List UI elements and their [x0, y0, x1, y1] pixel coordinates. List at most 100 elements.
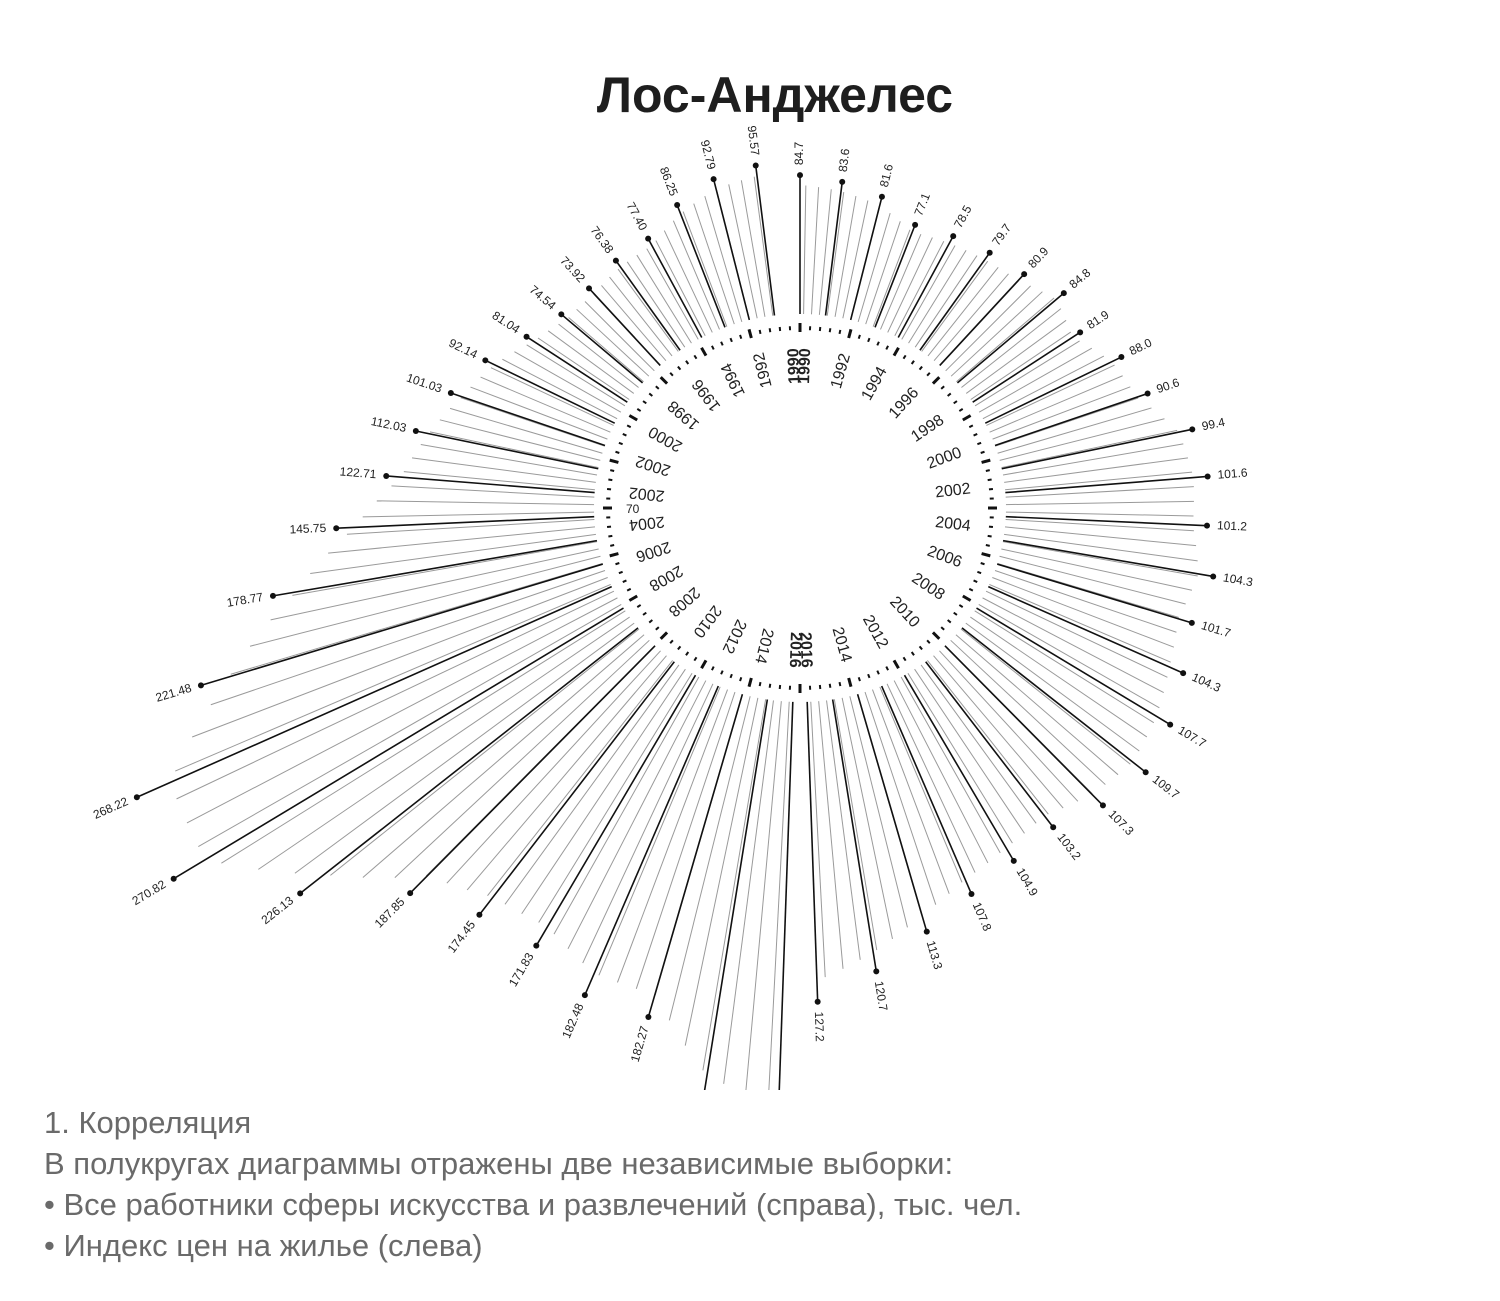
ring-tick: [618, 441, 623, 446]
ring-tick: [677, 645, 682, 651]
background-spoke: [1001, 429, 1178, 469]
left-value-label-13: 178.77: [226, 590, 265, 610]
ring-tick: [729, 673, 733, 679]
background-spoke: [230, 562, 603, 675]
ring-tick: [910, 651, 915, 656]
left-bar-12: [336, 515, 595, 529]
background-spoke: [429, 431, 599, 469]
left-bar-dot-16: [170, 875, 177, 882]
left-bar-6: [560, 313, 644, 384]
left-year-label-9: 2006: [634, 538, 673, 565]
ring-tick: [918, 365, 923, 371]
ring-tick: [968, 587, 974, 592]
right-bar-6: [939, 273, 1025, 367]
background-spoke: [567, 680, 707, 950]
ring-tick: [747, 328, 753, 339]
ring-tick: [985, 544, 990, 547]
right-bar-dot-11: [1189, 426, 1196, 433]
background-spoke: [668, 696, 751, 1021]
background-spoke: [693, 203, 735, 325]
left-bar-8: [484, 359, 616, 424]
right-bar-dot-6: [1021, 271, 1028, 278]
ring-tick: [768, 683, 772, 688]
background-spoke: [176, 590, 615, 800]
background-spoke: [376, 500, 595, 506]
right-year-label-9: 2008: [909, 570, 948, 604]
ring-tick: [892, 659, 900, 669]
left-bar-4: [615, 260, 681, 351]
right-bar-dot-16: [1180, 670, 1187, 677]
right-bar-20: [925, 661, 1054, 828]
right-value-label-8: 81.9: [1084, 307, 1111, 332]
ring-tick: [711, 345, 715, 350]
left-bar-dot-14: [197, 682, 204, 689]
ring-tick: [608, 478, 613, 482]
background-spoke: [900, 676, 1001, 854]
ring-tick: [747, 677, 753, 688]
right-value-label-2: 81.6: [877, 162, 896, 188]
ring-tick: [977, 441, 982, 446]
ring-tick: [648, 392, 653, 397]
background-spoke: [818, 189, 832, 315]
left-value-label-9: 101.03: [405, 371, 445, 396]
background-spoke: [803, 185, 807, 315]
background-spoke: [330, 628, 640, 876]
description: 1. Корреляция В полукругах диаграммы отр…: [44, 1102, 1022, 1266]
background-spoke: [538, 672, 693, 923]
background-spoke: [420, 444, 598, 476]
background-spoke: [616, 689, 728, 983]
left-bar-dot-6: [558, 311, 565, 318]
ring-tick: [720, 341, 724, 346]
left-bar-10: [415, 430, 599, 470]
background-spoke: [997, 407, 1152, 454]
background-spoke: [999, 418, 1165, 461]
ring-tick: [926, 639, 931, 644]
ring-tick: [608, 534, 613, 538]
background-spoke: [974, 340, 1080, 407]
right-bar-25: [806, 701, 819, 1002]
background-spoke: [961, 308, 1062, 388]
background-spoke: [635, 691, 736, 989]
right-bar-dot-21: [1010, 857, 1017, 864]
right-bar-dot-3: [912, 221, 919, 228]
ring-tick: [940, 385, 945, 390]
background-spoke: [992, 577, 1175, 648]
ring-tick: [968, 424, 974, 429]
ring-tick: [973, 433, 978, 437]
background-spoke: [328, 526, 596, 554]
left-year-label-7: 2002: [628, 483, 665, 504]
ring-tick: [847, 677, 853, 688]
left-value-label-10: 112.03: [370, 414, 408, 435]
background-spoke: [682, 211, 728, 327]
right-bar-3: [874, 224, 916, 328]
right-value-label-13: 101.2: [1217, 518, 1248, 533]
right-bar-dot-14: [1210, 573, 1217, 580]
left-bar-dot-3: [645, 235, 652, 242]
background-spoke: [198, 603, 622, 848]
background-spoke: [986, 364, 1115, 426]
ring-tick: [626, 587, 632, 592]
background-spoke: [294, 622, 635, 874]
left-bar-22: [647, 694, 744, 1018]
right-bar-dot-2: [878, 193, 885, 200]
right-year-label-2: 1994: [859, 364, 891, 403]
right-value-label-16: 104.3: [1190, 670, 1223, 695]
background-spoke: [893, 680, 989, 864]
ring-tick: [876, 341, 880, 346]
background-spoke: [834, 195, 857, 317]
ring-tick: [615, 562, 620, 566]
background-spoke: [403, 471, 595, 491]
ring-tick: [867, 337, 871, 343]
ring-tick: [985, 469, 990, 472]
left-value-label-8: 92.14: [447, 336, 480, 362]
left-year-label-3: 1996: [689, 376, 724, 415]
background-spoke: [826, 700, 861, 960]
ring-tick: [739, 334, 743, 340]
background-spoke: [970, 616, 1148, 738]
ring-tick: [758, 329, 762, 335]
right-bar-dot-23: [923, 928, 930, 935]
left-value-label-12: 145.75: [289, 521, 327, 537]
right-bar-dot-19: [1099, 802, 1106, 809]
background-spoke: [210, 570, 606, 706]
right-bar-dot-17: [1167, 721, 1174, 728]
